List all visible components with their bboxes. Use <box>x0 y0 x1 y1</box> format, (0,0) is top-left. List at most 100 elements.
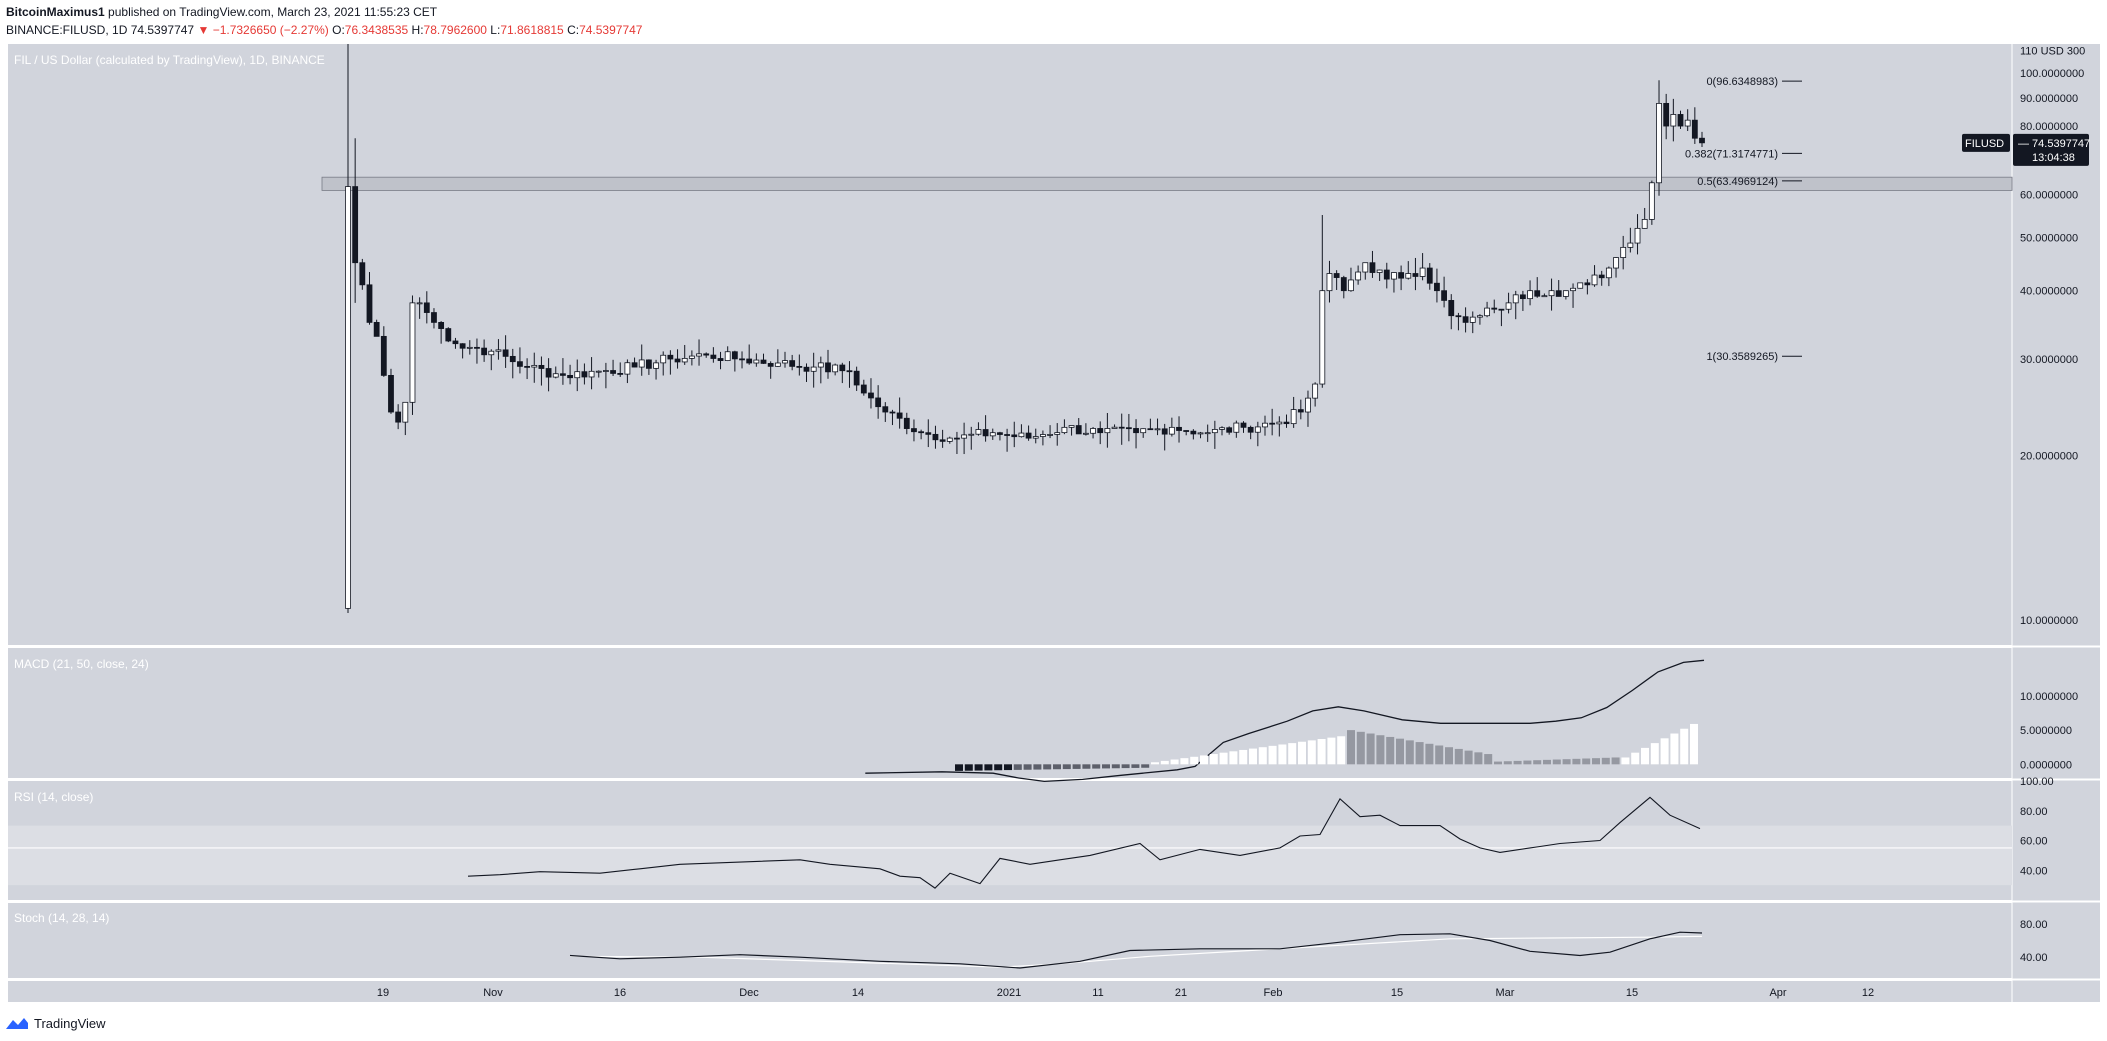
time-tick-label: Feb <box>1264 987 1283 999</box>
candle-body <box>1147 428 1154 431</box>
time-tick-label: 15 <box>1626 987 1638 999</box>
macd-hist-bar <box>1102 764 1110 769</box>
candle-body <box>1555 290 1562 297</box>
macd-hist-bar <box>1170 759 1179 765</box>
low-value: 71.8618815 <box>500 23 564 37</box>
symbol-label: BINANCE:FILUSD, 1D <box>6 23 128 37</box>
candle-body <box>674 358 681 363</box>
candle-body <box>1118 426 1125 429</box>
macd-hist-bar <box>984 764 993 771</box>
last-price-symbol-box <box>1962 133 2010 152</box>
macd-hist-bar <box>1396 738 1404 765</box>
candle-body <box>1598 274 1605 279</box>
candle-body <box>1018 432 1025 438</box>
candle-body <box>402 401 409 423</box>
tradingview-logo-icon <box>6 1018 28 1029</box>
candle-body <box>1562 290 1569 297</box>
time-tick-label: 2021 <box>997 987 1021 999</box>
price-tick-label: 90.0000000 <box>2020 93 2078 105</box>
time-tick-label: Nov <box>483 987 503 999</box>
macd-hist-bar <box>1425 743 1434 765</box>
candle-body <box>1505 302 1512 310</box>
candle-body <box>817 362 824 368</box>
candle-body <box>1025 432 1032 439</box>
rsi-title: RSI (14, close) <box>14 790 93 804</box>
macd-hist-bar <box>1445 747 1453 765</box>
candle-body <box>1333 273 1340 278</box>
macd-hist-bar <box>1347 730 1355 765</box>
price-tick-label: 20.0000000 <box>2020 450 2078 462</box>
candle-body <box>373 321 380 337</box>
open-label: O: <box>332 23 345 37</box>
macd-hist-bar <box>1650 743 1659 765</box>
macd-hist-bar <box>1641 747 1649 765</box>
tradingview-logo[interactable]: TradingView <box>4 1015 106 1031</box>
candle-body <box>488 350 495 356</box>
candle-body <box>825 362 831 373</box>
macd-hist-bar <box>1072 764 1081 769</box>
rsi-line <box>467 796 1701 889</box>
rsi-tick-label: 60.00 <box>2020 836 2048 848</box>
price-tick-label: 110 USD 300 <box>2020 45 2085 57</box>
candle-body <box>438 321 445 329</box>
candle-body <box>882 406 889 413</box>
time-tick-label: 21 <box>1175 987 1187 999</box>
macd-title: MACD (21, 50, close, 24) <box>14 657 149 671</box>
candle-body <box>1376 269 1383 273</box>
stoch-k-line <box>569 931 1703 969</box>
candle-body <box>1047 434 1053 436</box>
candle-body <box>911 428 917 433</box>
candle-body <box>1111 426 1118 429</box>
open-value: 76.3438535 <box>344 23 409 37</box>
candle-body <box>1684 119 1691 127</box>
candle-body <box>560 373 566 376</box>
price-tick-label: 100.0000000 <box>2020 68 2084 80</box>
macd-hist-bar <box>1219 752 1228 765</box>
candle-body <box>767 363 774 367</box>
macd-hist-bar <box>1621 757 1630 765</box>
time-tick-label: 14 <box>852 987 864 999</box>
stoch-title: Stoch (14, 28, 14) <box>14 911 109 925</box>
candle-body <box>1519 294 1526 300</box>
candle-body <box>782 360 788 364</box>
rsi-tick-label: 80.00 <box>2020 806 2048 818</box>
macd-hist-bar <box>1033 764 1042 770</box>
candle-body <box>423 302 430 313</box>
candle-body <box>1613 257 1619 269</box>
macd-hist-bar <box>1200 755 1208 765</box>
last-price-value: — 74.5397747 <box>2018 138 2090 150</box>
candle-body <box>581 371 588 378</box>
macd-hist-bar <box>1229 751 1238 765</box>
price-tick-label: 10.0000000 <box>2020 615 2078 627</box>
macd-hist-bar <box>1552 759 1561 765</box>
macd-hist-bar <box>1454 748 1463 765</box>
candle-body <box>531 364 538 368</box>
candle-body <box>481 347 488 356</box>
candle-body <box>1383 269 1390 280</box>
fib-level-label: 1(30.3589265) <box>1706 351 1778 363</box>
macd-hist-bar <box>964 764 973 771</box>
candle-body <box>1355 271 1362 281</box>
candle-body <box>588 370 595 378</box>
candle-body <box>595 370 602 373</box>
candle-body <box>1441 290 1447 301</box>
candle-body <box>1197 432 1204 435</box>
candle-body <box>1283 421 1290 425</box>
candle-body <box>603 370 609 372</box>
candle-body <box>1004 434 1010 436</box>
stoch-tick-label: 40.00 <box>2020 952 2048 964</box>
candle-body <box>739 358 745 361</box>
candle-body <box>1154 428 1161 431</box>
candle-body <box>1125 427 1132 430</box>
candle-body <box>1548 290 1555 297</box>
candle-body <box>1577 282 1584 289</box>
time-tick-label: 12 <box>1862 987 1874 999</box>
candle-body <box>1312 383 1319 399</box>
time-tick-label: 19 <box>377 987 389 999</box>
candle-body <box>345 186 351 609</box>
macd-hist-bar <box>1004 764 1012 771</box>
author-name[interactable]: BitcoinMaximus1 <box>6 5 105 19</box>
macd-hist-bar <box>1141 764 1150 768</box>
candle-body <box>1620 246 1627 258</box>
